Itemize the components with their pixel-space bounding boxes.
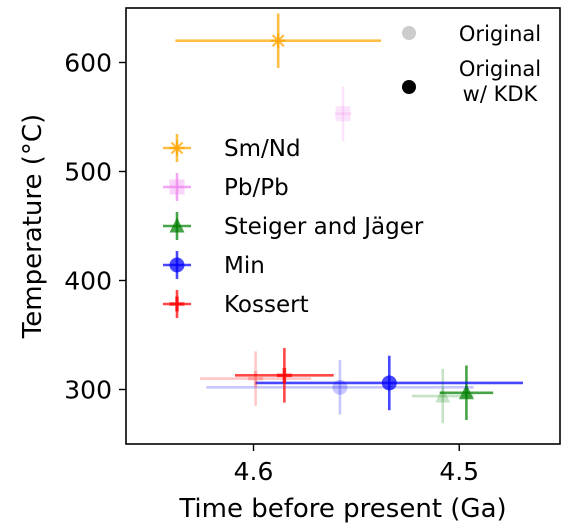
marker-pb-pb [335, 106, 351, 122]
marker-legend-label: Original w/ KDK [459, 57, 541, 106]
y-tick-label: 600 [64, 49, 112, 78]
y-tick-label: 400 [64, 267, 112, 296]
legend-entry: Kossert [163, 290, 309, 318]
marker-steiger-and-j-ger [435, 387, 451, 403]
plot-frame [125, 7, 561, 445]
legend-marker-min [169, 257, 185, 273]
legend-label: Steiger and Jäger [224, 214, 424, 240]
series-legend: Sm/Nd Pb/Pb Steiger and Jäger Min Kossert [163, 134, 424, 318]
faded-dot-icon [402, 26, 416, 40]
marker-steiger-and-j-ger [458, 384, 474, 400]
marker-kossert [248, 371, 264, 387]
x-axis-label: Time before present (Ga) [178, 494, 506, 524]
marker-kossert [276, 367, 292, 383]
legend-entry: Pb/Pb [163, 173, 289, 201]
point-pb-pb-faded [334, 86, 352, 141]
legend-label: Kossert [224, 292, 309, 318]
point-min-solid [255, 355, 523, 411]
plot-area [125, 7, 561, 445]
legend-marker-kossert [169, 296, 185, 312]
marker-legend-entry: Original w/ KDK [402, 57, 541, 106]
y-axis-label: Temperature (°C) [18, 114, 48, 339]
y-tick-label: 300 [64, 376, 112, 405]
marker-min [381, 375, 397, 391]
solid-dot-icon [402, 80, 416, 94]
point-min-faded [206, 360, 474, 415]
point-kossert-faded [200, 351, 312, 406]
x-tick-label: 4.5 [439, 457, 479, 486]
legend-label: Pb/Pb [224, 175, 289, 201]
marker-sm-nd [270, 33, 286, 49]
point-kossert-solid [235, 348, 334, 403]
y-axis: 300 400 500 600 [64, 49, 126, 405]
marker-legend-line: Original [459, 57, 541, 81]
point-sm-nd-solid [175, 13, 382, 68]
point-steiger-and-j-ger-solid [439, 365, 494, 421]
marker-legend-line: Original [459, 22, 541, 46]
legend-label: Min [224, 253, 265, 279]
legend-marker-sm-nd [169, 140, 185, 156]
marker-legend-label: Original [459, 22, 541, 46]
x-axis: 4.6 4.5 [234, 444, 479, 486]
legend-entry: Min [163, 251, 265, 279]
legend-entry: Sm/Nd [163, 134, 301, 162]
y-tick-label: 500 [64, 158, 112, 187]
legend-entry: Steiger and Jäger [163, 212, 424, 240]
plot-layer [175, 13, 523, 424]
marker-legend-entry: Original [402, 22, 541, 46]
x-tick-label: 4.6 [234, 457, 274, 486]
legend-label: Sm/Nd [224, 136, 301, 162]
legend-marker-pb-pb [169, 179, 185, 195]
marker-legend-line: w/ KDK [463, 82, 539, 106]
legend-marker-steiger-and-j-ger [169, 217, 185, 233]
